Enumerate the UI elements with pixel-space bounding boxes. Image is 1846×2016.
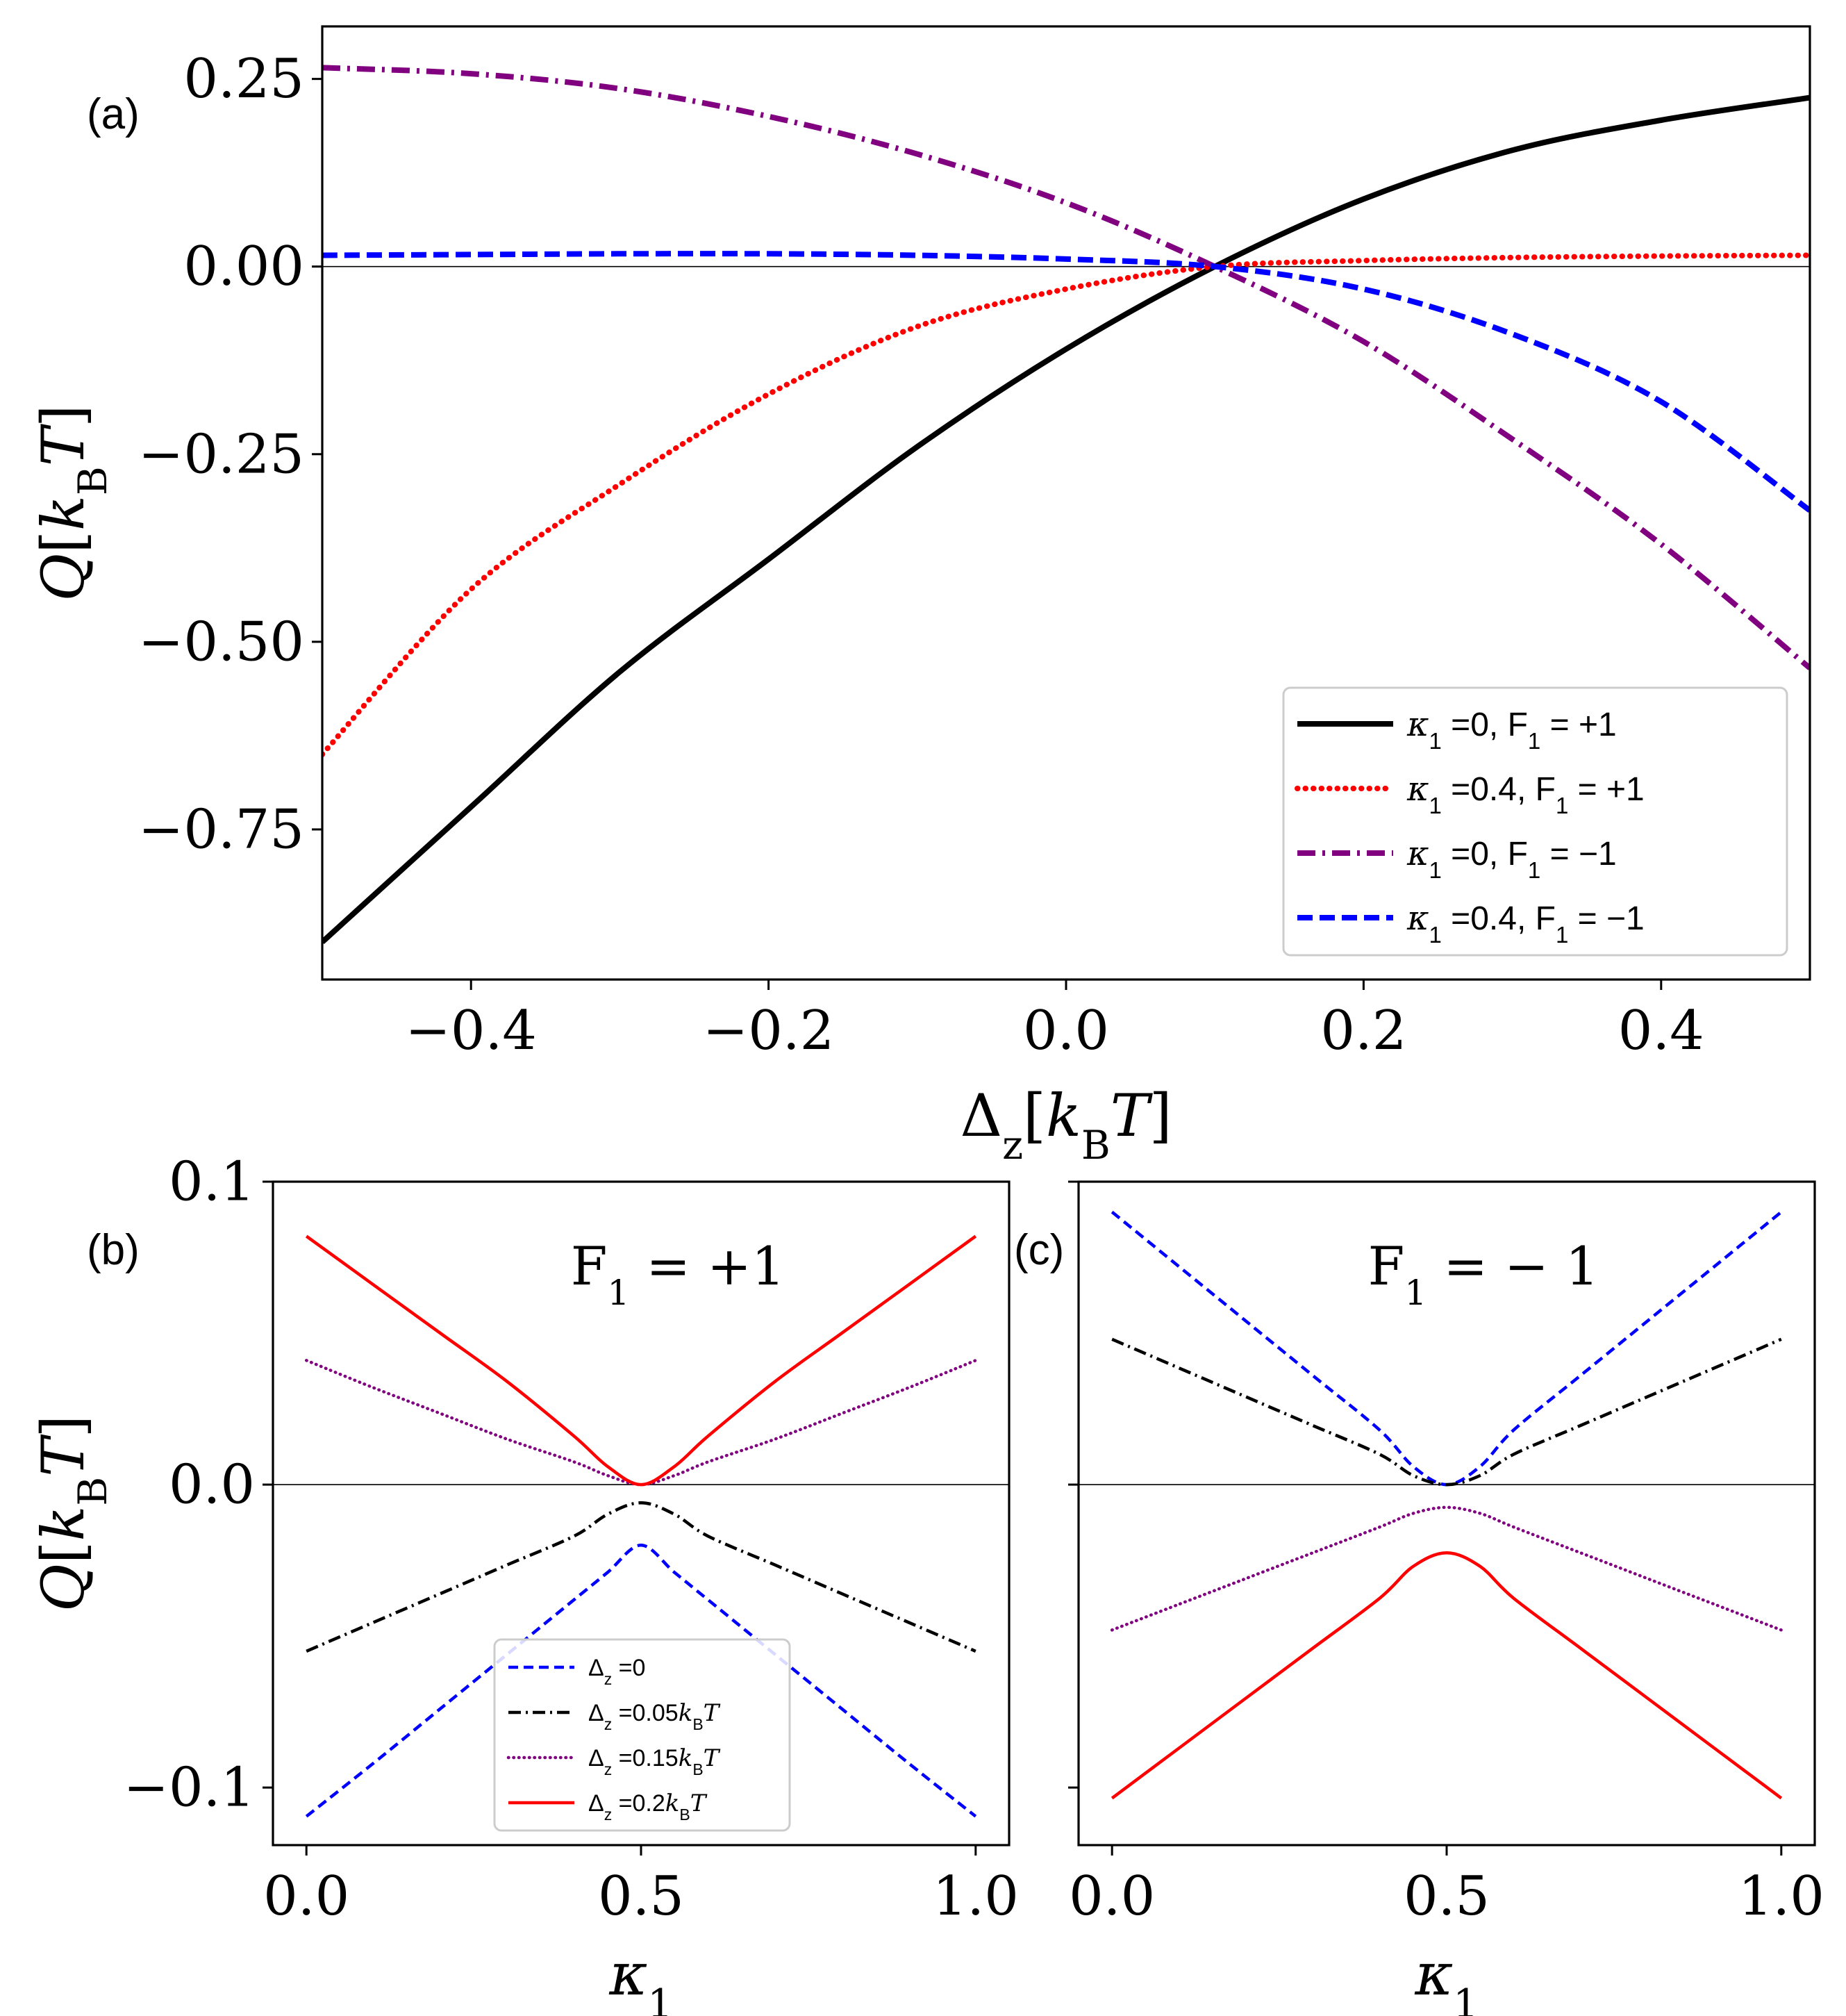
panel-a-xlabel: Δz[kBT] [960,1082,1172,1168]
panel-a-xtick-label-1: −0.2 [703,1000,834,1062]
panel-b-xtick-label-0: 0.0 [263,1865,349,1928]
panel-a-xtick-label-2: 0.0 [1023,1000,1109,1062]
panel-b-ylabel: Q[kBT] [29,1415,116,1612]
panel-a-ylabel: Q[kBT] [29,404,116,601]
panel-a-legend-entry-1: κ1 =0.4, F1 = +1 [1406,770,1645,818]
panel-a-ytick-label-2: −0.25 [138,423,304,486]
panel-b-title: F1 = +1 [571,1235,785,1313]
panel-a-xtick-label-3: 0.2 [1320,1000,1406,1062]
panel-b-ytick-label-0: 0.1 [169,1151,255,1214]
panel-b-series-3-line [305,1234,977,1487]
panel-c-xtick-label-2: 1.0 [1738,1865,1824,1928]
panel-a-series-1-line [322,252,1810,757]
panel-a-ytick-label-0: 0.25 [183,48,304,110]
panel-a-legend-box [1282,686,1788,957]
panel-a-legend-entry-2: κ1 =0, F1 = −1 [1406,834,1617,883]
panel-b-label: (b) [87,1226,140,1274]
panel-a-label: (a) [87,90,140,138]
panel-c-xlabel: κ1 [1414,1940,1478,2016]
panel-a-ytick-label-4: −0.75 [138,798,304,861]
panel-b-xtick-label-1: 0.5 [598,1865,684,1928]
panel-a-xtick-label-4: 0.4 [1618,1000,1704,1062]
panel-a-series-3-line [322,251,1810,513]
panel-c-title: F1 = − 1 [1368,1235,1599,1313]
panel-b-legend-entry-2: Δz =0.15kBT [588,1744,721,1778]
panel-b-series-2-line [304,1359,978,1487]
panel-c-series-2-line [1110,1505,1783,1632]
panel-b-ytick-label-2: −0.1 [124,1757,255,1819]
panel-b-group: 0.0 0.5 1.00.10.0−0.1F1 = +1Δz =0Δz =0.05k… [124,1151,1019,1928]
panel-b-legend-entry-0: Δz =0 [588,1655,645,1688]
panel-a-group: −0.4 −0.2 0.0 0.2 0.4 0.25 0.00 −0.25 −0.50 −0.75… [138,25,1811,1062]
panel-a-legend-entry-0: κ1 =0, F1 = +1 [1406,705,1617,754]
panel-b-legend-entry-3: Δz =0.2kBT [588,1790,708,1824]
axes-layer: −0.4 −0.2 0.0 0.2 0.4 0.25 0.00 −0.25 −0.50 −0.75… [29,25,1824,2016]
panel-b-xlabel: κ1 [608,1940,672,2016]
panel-a-ytick-label-3: −0.50 [138,611,304,673]
panel-a-ytick-label-1: 0.00 [183,236,304,298]
panel-b-legend-box [493,1638,791,1832]
panel-b-ytick-label-1: 0.0 [169,1454,255,1517]
panel-a-xtick-label-0: −0.4 [405,1000,536,1062]
panel-c-series-1-line [1111,1337,1782,1487]
panel-c-xtick-label-0: 0.0 [1069,1865,1155,1928]
panel-c-xtick-label-1: 0.5 [1404,1865,1490,1928]
panel-b-legend-entry-1: Δz =0.05kBT [588,1699,721,1733]
panel-c-series-3-line [1111,1551,1783,1800]
panel-a-legend-entry-3: κ1 =0.4, F1 = −1 [1406,899,1645,948]
panel-b-series-1-line [306,1501,976,1653]
panel-a-series-0-line [322,94,1810,944]
panel-b-series-0-line [305,1544,977,1818]
panel-b-xtick-label-2: 1.0 [933,1865,1019,1928]
panel-c-label: (c) [1014,1226,1064,1274]
panel-c-group: 0.0 0.5 1.0 F1 = − 1 [1068,1180,1824,1928]
